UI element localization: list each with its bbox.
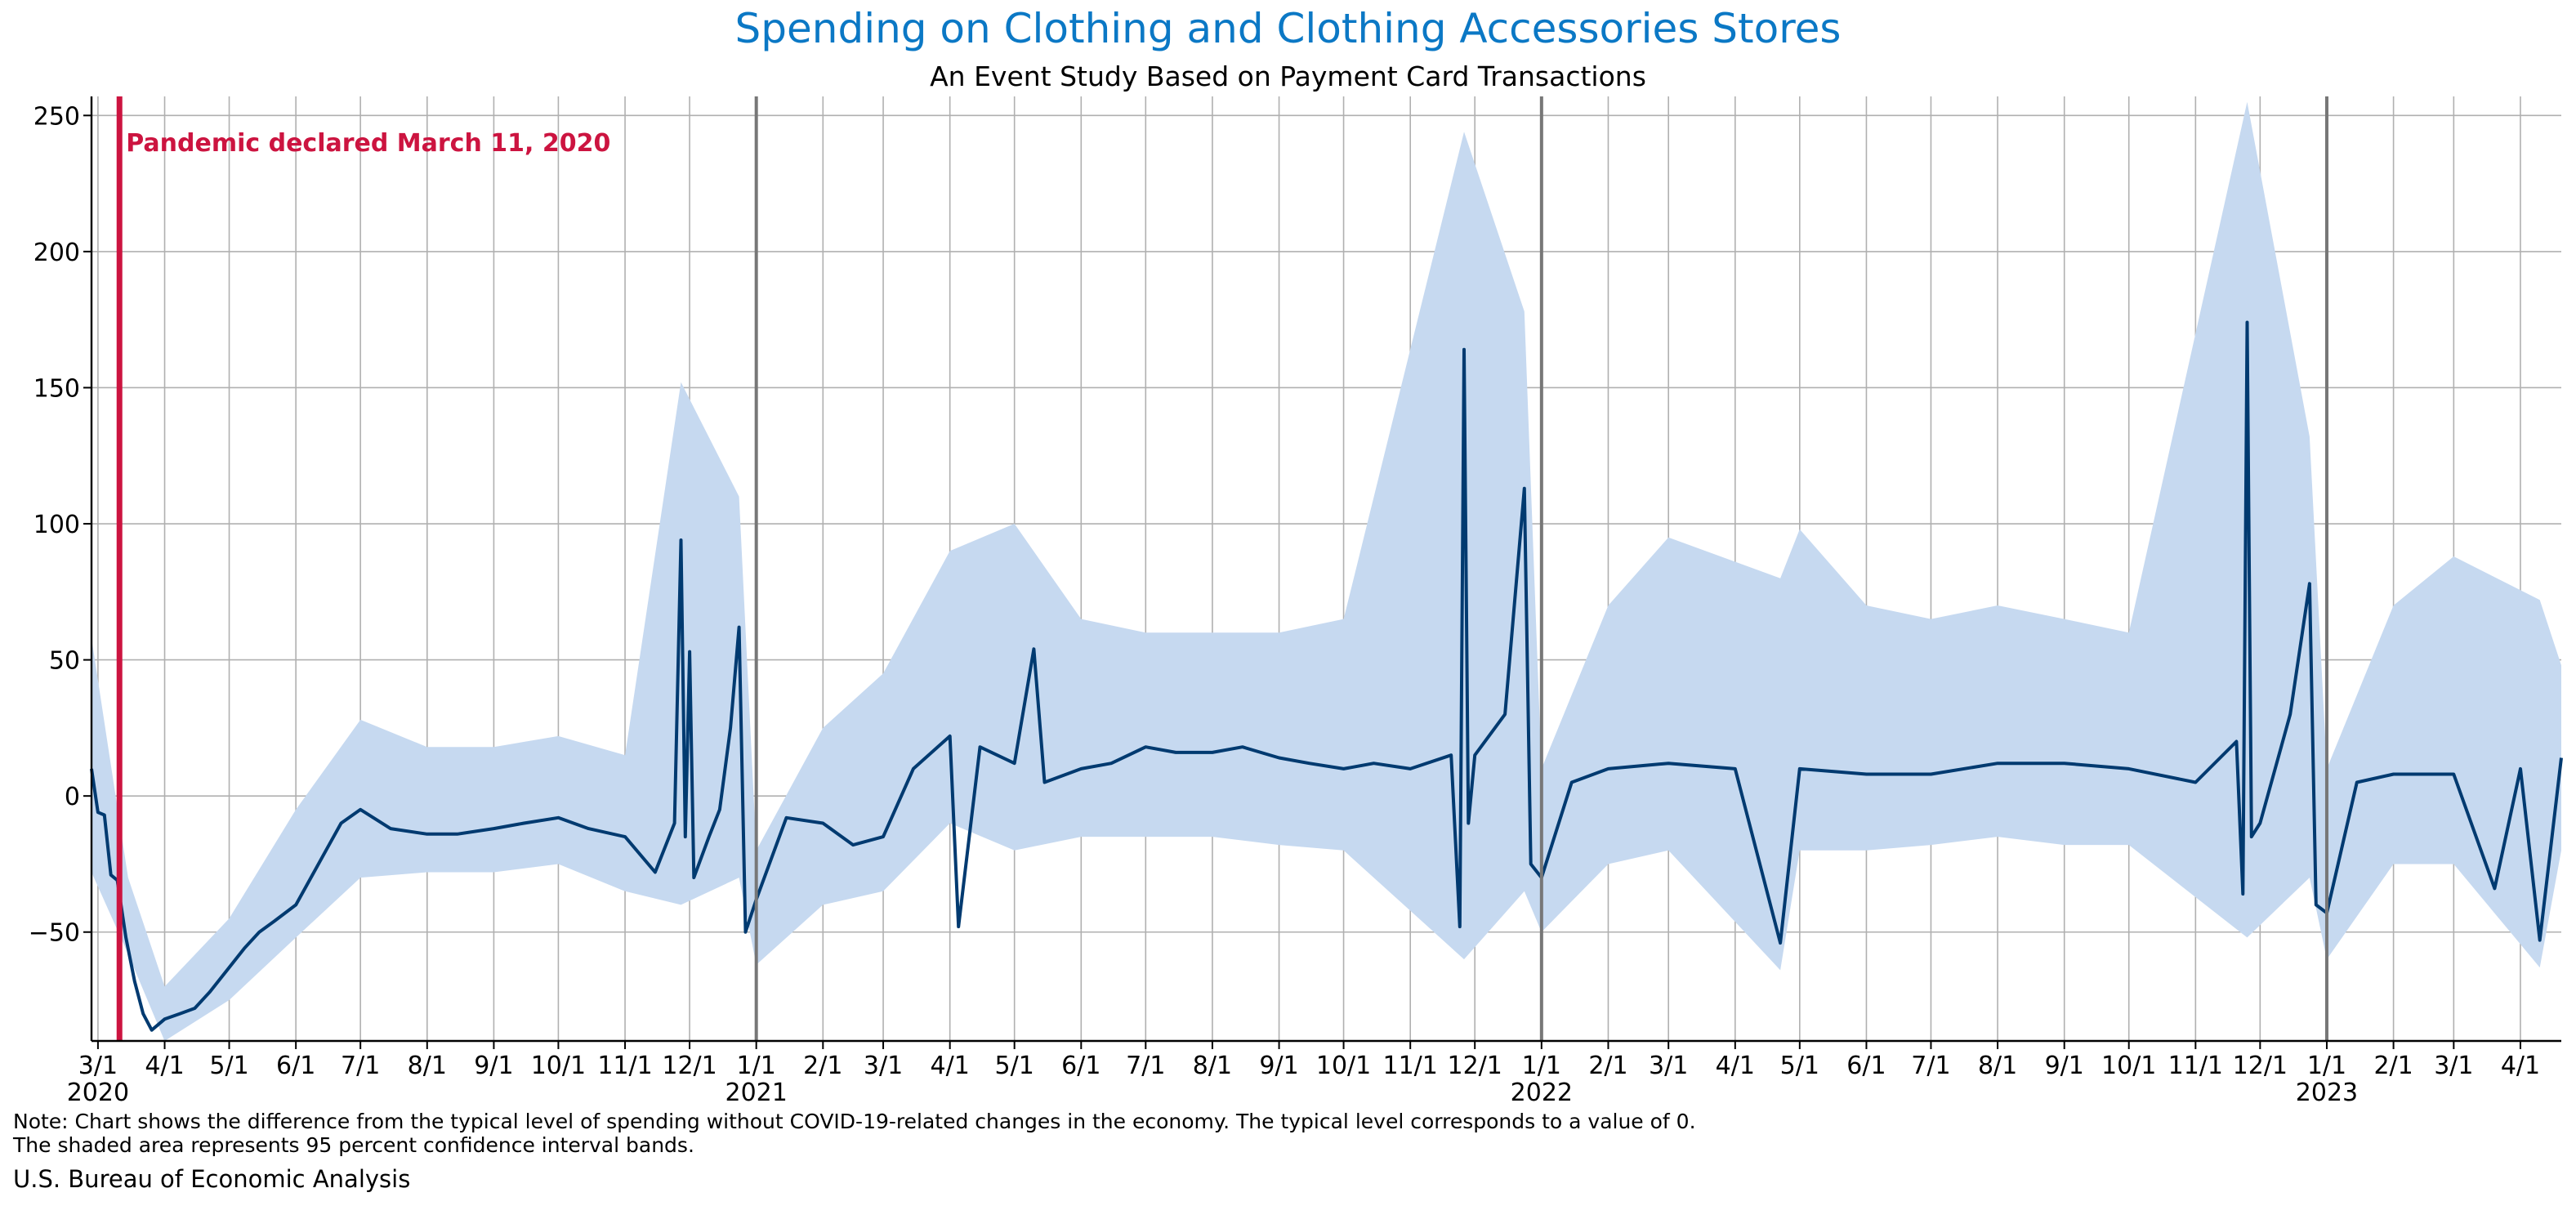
confidence-band-layer <box>92 101 2561 1042</box>
y-tick-label: 250 <box>33 102 80 131</box>
x-tick-label: 12/1 <box>2233 1052 2288 1080</box>
y-tick-label: 50 <box>49 647 80 676</box>
x-tick-label: 4/1 <box>2501 1052 2540 1080</box>
x-tick-label: 3/1 <box>2434 1052 2473 1080</box>
source-credit: U.S. Bureau of Economic Analysis <box>13 1165 411 1193</box>
x-tick-label: 4/1 <box>1716 1052 1755 1080</box>
x-tick-label: 2/1 <box>803 1052 842 1080</box>
x-tick-label: 11/1 <box>2168 1052 2223 1080</box>
y-tick-label: −50 <box>29 919 80 948</box>
x-tick-label: 5/1 <box>209 1052 248 1080</box>
x-tick-label: 4/1 <box>145 1052 184 1080</box>
x-tick-label: 9/1 <box>474 1052 513 1080</box>
x-tick-label: 11/1 <box>1383 1052 1438 1080</box>
chart-subtitle: An Event Study Based on Payment Card Tra… <box>930 60 1646 92</box>
x-tick-label: 7/1 <box>1911 1052 1950 1080</box>
x-tick-label: 3/1 <box>1649 1052 1688 1080</box>
x-year-label: 2023 <box>2296 1079 2358 1107</box>
confidence-band <box>92 101 2561 1042</box>
series-line-layer <box>90 320 2563 1032</box>
x-tick-label: 12/1 <box>662 1052 717 1080</box>
x-tick-label: 8/1 <box>408 1052 447 1080</box>
y-tick-label: 200 <box>33 239 80 267</box>
x-tick-label: 3/1 <box>78 1052 118 1080</box>
x-year-label: 2020 <box>67 1079 129 1107</box>
x-tick-label: 2/1 <box>1588 1052 1627 1080</box>
x-tick-label: 8/1 <box>1193 1052 1232 1080</box>
x-tick-label: 5/1 <box>1780 1052 1819 1080</box>
chart-title: Spending on Clothing and Clothing Access… <box>734 5 1842 52</box>
x-tick-label: 1/1 <box>1522 1052 1561 1080</box>
x-tick-label: 1/1 <box>737 1052 776 1080</box>
note-line-1: Note: Chart shows the difference from th… <box>13 1110 1696 1133</box>
x-tick-label: 5/1 <box>995 1052 1034 1080</box>
y-tick-label: 150 <box>33 374 80 403</box>
x-tick-label: 9/1 <box>1259 1052 1298 1080</box>
axis-layer: −50 0 50 100 150 200 250 3/1 4/1 5/1 6/1 7/1 8/1 9/1 1… <box>29 96 2561 1107</box>
x-tick-label: 2/1 <box>2373 1052 2413 1080</box>
x-tick-label: 6/1 <box>1846 1052 1886 1080</box>
x-year-label: 2022 <box>1511 1079 1573 1107</box>
y-tick-label: 100 <box>33 511 80 539</box>
series-line <box>90 320 2563 1032</box>
x-tick-label: 12/1 <box>1448 1052 1502 1080</box>
x-tick-label: 1/1 <box>2307 1052 2346 1080</box>
x-tick-label: 10/1 <box>531 1052 586 1080</box>
x-tick-label: 10/1 <box>2101 1052 2156 1080</box>
x-tick-label: 7/1 <box>1126 1052 1165 1080</box>
x-year-label: 2021 <box>725 1079 788 1107</box>
x-tick-label: 4/1 <box>931 1052 970 1080</box>
pandemic-label: Pandemic declared March 11, 2020 <box>126 129 610 158</box>
x-tick-label: 6/1 <box>276 1052 315 1080</box>
x-tick-label: 8/1 <box>1978 1052 2017 1080</box>
x-tick-label: 9/1 <box>2045 1052 2084 1080</box>
annotation-layer: Pandemic declared March 11, 2020 <box>116 96 2328 1041</box>
x-tick-label: 6/1 <box>1061 1052 1100 1080</box>
x-tick-label: 3/1 <box>864 1052 903 1080</box>
y-tick-label: 0 <box>65 783 80 811</box>
x-tick-label: 10/1 <box>1316 1052 1371 1080</box>
x-tick-label: 11/1 <box>597 1052 652 1080</box>
x-tick-label: 7/1 <box>341 1052 380 1080</box>
note-line-2: The shaded area represents 95 percent co… <box>13 1133 694 1157</box>
